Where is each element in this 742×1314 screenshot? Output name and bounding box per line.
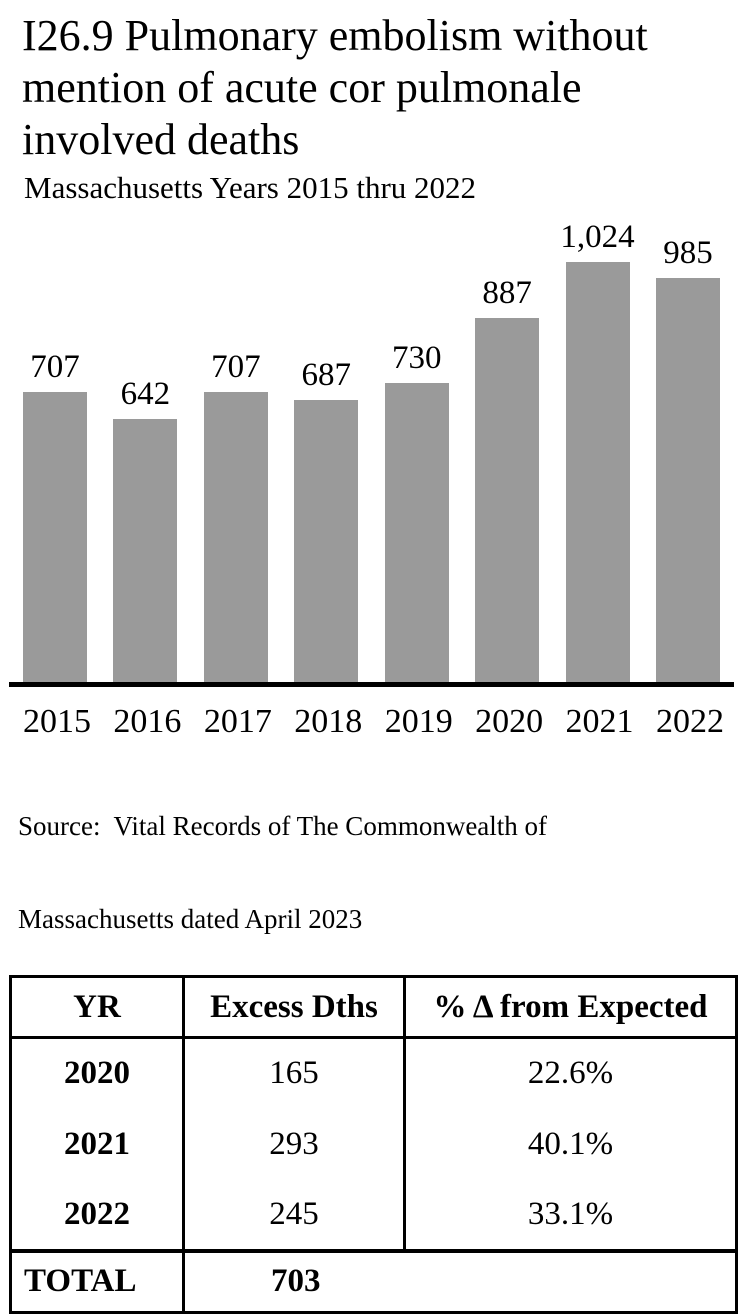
source-note-line-1: Source: Vital Records of The Commonwealt… (18, 811, 548, 841)
year-label-2021: 2021 (565, 703, 634, 740)
chart-subtitle: Massachusetts Years 2015 thru 2022 (24, 170, 477, 205)
page-root: { "header": { "title_lines": [ "I26.9 Pu… (0, 10, 742, 1314)
chart-title-line-1: I26.9 Pulmonary embolism without (22, 11, 648, 60)
cell-excess-2020: 165 (183, 1037, 406, 1109)
column-header-yr: YR (10, 976, 185, 1039)
bar-column-2022: 985 (655, 235, 720, 682)
value-label-2019: 730 (391, 340, 442, 376)
cell-pct-2020: 22.6% (527, 1055, 614, 1092)
year-label-2022: 2022 (655, 703, 724, 740)
value-label-2018: 687 (301, 357, 352, 393)
bar-chart: 707 642 707 687 730 887 1,024 985 (0, 219, 742, 682)
bar-2015 (23, 392, 87, 682)
source-note-line-2: Massachusetts dated April 2023 (18, 904, 363, 934)
table-total-row: TOTAL 703 (10, 1248, 737, 1313)
chart-title-line-2: mention of acute cor pulmonale (22, 63, 582, 112)
table-row-2021: 2021 293 40.1% (10, 1108, 737, 1180)
value-label-2020: 887 (482, 275, 532, 311)
chart-title: I26.9 Pulmonary embolism without mention… (22, 10, 728, 166)
value-label-2017: 707 (211, 349, 261, 385)
cell-year-2022: 2022 (10, 1179, 185, 1251)
chart-title-line-3: involved deaths (22, 115, 300, 164)
source-note: Source: Vital Records of The Commonwealt… (18, 749, 718, 966)
bar-column-2020: 887 (475, 275, 540, 682)
table-header-row: YR Excess Dths % Δ from Expected (10, 976, 737, 1039)
year-label-2020: 2020 (475, 703, 544, 740)
cell-excess-2022: 245 (183, 1179, 406, 1251)
value-label-2021: 1,024 (560, 219, 635, 255)
bar-2018 (294, 400, 359, 682)
cell-pct-2021: 40.1% (527, 1125, 614, 1162)
bar-column-2018: 687 (294, 357, 359, 682)
bar-column-2016: 642 (113, 376, 178, 682)
bar-2022 (655, 278, 720, 682)
year-label-2016: 2016 (113, 703, 182, 740)
value-label-2016: 642 (120, 376, 171, 412)
bar-2021 (565, 262, 630, 682)
bar-2020 (475, 318, 540, 682)
bar-2019 (384, 383, 449, 682)
cell-total-value: 703 (183, 1248, 737, 1313)
bar-column-2017: 707 (203, 349, 268, 682)
value-label-2015: 707 (30, 349, 80, 385)
year-label-2018: 2018 (294, 703, 363, 740)
value-label-2022: 985 (663, 235, 713, 271)
bar-column-2015: 707 (23, 349, 87, 682)
bar-column-2019: 730 (384, 340, 449, 682)
column-header-pct-delta: % Δ from Expected (404, 976, 737, 1039)
bar-column-2021: 1,024 (560, 219, 635, 682)
x-axis-line (9, 682, 734, 687)
table-row-2020: 2020 165 22.6% (10, 1037, 737, 1109)
year-label-2017: 2017 (203, 703, 272, 740)
bar-2017 (203, 392, 268, 682)
year-label-2015: 2015 (23, 703, 91, 740)
table-row-2022: 2022 245 33.1% (10, 1179, 737, 1251)
cell-excess-2021: 293 (183, 1108, 406, 1180)
cell-year-2020: 2020 (10, 1037, 185, 1109)
x-axis-labels: 2015 2016 2017 2018 2019 2020 2021 2022 (0, 703, 742, 741)
column-header-excess-dths: Excess Dths (183, 976, 406, 1039)
bar-2016 (113, 419, 178, 682)
cell-year-2021: 2021 (10, 1108, 185, 1180)
cell-total-label: TOTAL (10, 1248, 185, 1313)
cell-pct-2022: 33.1% (527, 1195, 614, 1232)
excess-deaths-table: YR Excess Dths % Δ from Expected 2020 16… (9, 975, 738, 1314)
year-label-2019: 2019 (384, 703, 453, 740)
